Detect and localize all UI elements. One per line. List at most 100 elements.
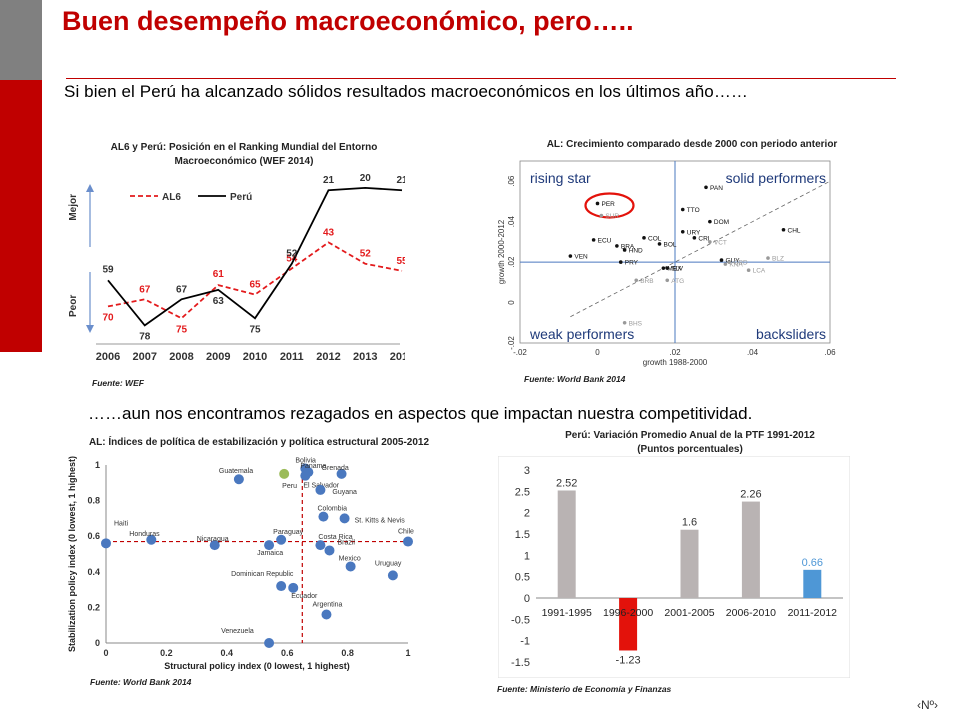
chart2-y-tick-3: .04 — [507, 216, 516, 228]
chart2-point-label-ecu: ECU — [598, 237, 612, 244]
slide-title: Buen desempeño macroeconómico, pero….. — [62, 6, 634, 36]
chart3-y-tick-0: 0 — [95, 638, 100, 648]
chart4-y-tick-4: 1 — [524, 550, 530, 562]
chart3-point-ecuador — [288, 582, 299, 593]
chart2-peru-highlight-circle — [584, 192, 635, 219]
chart1-data-label-peru-2013: 20 — [360, 173, 372, 184]
chart2-point-sur — [599, 213, 604, 218]
chart1-data-label-peru-2007: 78 — [139, 331, 151, 342]
chart3-point-chile — [403, 536, 413, 547]
chart3-point-label-argentina: Argentina — [312, 602, 342, 609]
chart2-point-label-sur: SUR — [605, 213, 619, 220]
chart4-category-label-1996-2000: 1996-2000 — [603, 607, 653, 619]
chart2-point-col — [642, 236, 646, 240]
chart4-y-tick-6: 0 — [524, 593, 530, 605]
chart1-data-label-peru-2010: 75 — [249, 324, 261, 335]
chart2-source: Fuente: World Bank 2014 — [524, 374, 626, 384]
page-number: ‹Nº› — [916, 698, 938, 712]
chart4-value-label-2006-2010: 2.26 — [740, 489, 761, 501]
chart3-point-grenada — [336, 468, 347, 479]
chart1-source: Fuente: WEF — [92, 378, 144, 388]
chart1-data-label-al6-2007: 67 — [139, 284, 151, 295]
chart2-point-label-ven: VEN — [574, 254, 588, 261]
chart2-point-label-pry: PRY — [625, 260, 639, 267]
chart1-data-label-peru-2012: 21 — [323, 175, 335, 186]
chart2-point-label-kna: KNA — [729, 262, 743, 269]
chart2-quadrant-rising-star: rising star — [530, 170, 591, 186]
chart2-point-kna — [723, 262, 728, 266]
chart1-plot-area — [96, 176, 400, 342]
chart3-point-label-mexico: Mexico — [339, 555, 361, 562]
chart3-x-tick-5: 1 — [405, 648, 410, 658]
chart3-point-jamaica — [264, 540, 275, 551]
chart1-series-al6-line — [107, 241, 403, 320]
chart3-point-peru — [279, 468, 290, 479]
chart3-y-tick-2: 0.4 — [87, 567, 100, 577]
chart3-point-uruguay — [387, 570, 398, 581]
chart4-bar-1991-1995 — [557, 490, 576, 598]
chart2-point-label-col: COL — [648, 235, 662, 242]
title-divider — [66, 78, 896, 79]
chart2-y-tick-2: .02 — [507, 256, 516, 268]
chart3-point-label-colombia: Colombia — [317, 506, 347, 513]
chart1-data-label-al6-2011: 54 — [286, 253, 298, 264]
chart1-data-label-peru-2011: 52 — [286, 249, 298, 260]
chart3-point-label-jamaica: Jamaica — [257, 550, 283, 557]
chart1-legend-peru-label: Perú — [230, 192, 252, 203]
chart2-point-label-lca: LCA — [753, 268, 766, 275]
chart3-policy-scatter: 00 0.2 0.2 0.4 0.4 0.6 0.6 0.8 0.8 1 1 Structural p… — [67, 456, 414, 671]
chart2-point-pry — [618, 260, 623, 264]
chart2-y-tick-1: 0 — [507, 300, 516, 305]
chart2-point-blz — [766, 256, 770, 260]
chart3-point-paraguay — [276, 534, 287, 545]
chart3-point-label-st-kitts-nevis: St. Kitts & Nevis — [355, 517, 406, 524]
chart3-point-label-honduras: Honduras — [129, 531, 160, 538]
chart4-subtitle: (Puntos porcentuales) — [637, 444, 743, 455]
chart3-x-tick-3: 0.6 — [281, 648, 294, 658]
chart2-y-axis-label: growth 2000-2012 — [497, 219, 506, 284]
chart3-point-label-grenada: Grenada — [322, 465, 349, 472]
chart3-x-tick-2: 0.4 — [221, 648, 234, 658]
chart2-point-label-per: PER — [602, 201, 616, 208]
chart2-point-atg — [665, 278, 670, 283]
chart1-x-tick-2006: 2006 — [96, 351, 120, 363]
chart3-point-label-ecuador: Ecuador — [291, 593, 318, 600]
chart2-point-bol — [657, 242, 662, 246]
chart4-y-tick-7: -0.5 — [511, 614, 530, 626]
chart3-point-label-nicaragua: Nicaragua — [197, 536, 229, 543]
chart2-point-ury — [680, 229, 685, 234]
chart2-point-label-ury: URY — [687, 229, 701, 236]
chart1-x-tick-2008: 2008 — [169, 351, 193, 363]
chart3-title: AL: Índices de política de estabilizació… — [88, 437, 430, 448]
chart4-source: Fuente: Ministerio de Economía y Finanza… — [497, 684, 672, 694]
chart1-x-tick-2009: 2009 — [206, 351, 230, 363]
chart2-point-slv — [665, 266, 670, 270]
chart2-point-label-atg: ATG — [671, 278, 684, 285]
chart2-point-label-cri: CRI — [698, 235, 709, 242]
chart2-growth-scatter: rising star solid performers weak performe… — [490, 155, 845, 370]
chart1-x-tick-2010: 2010 — [243, 351, 267, 363]
chart3-point-venezuela — [264, 638, 275, 648]
chart1-data-label-al6-2014: 55 — [396, 256, 405, 267]
chart3-point-guatemala — [233, 474, 244, 485]
chart3-point-label-brazil: Brazil — [337, 539, 355, 546]
chart4-y-tick-3: 1.5 — [515, 529, 530, 541]
chart1-legend-al6-label: AL6 — [162, 192, 181, 203]
chart3-point-haiti — [101, 538, 111, 549]
chart2-point-grd — [727, 260, 732, 264]
chart3-x-axis-label: Structural policy index (0 lowest, 1 hig… — [164, 661, 350, 671]
chart2-point-per — [595, 201, 600, 206]
chart2-x-tick-2: .02 — [669, 348, 681, 357]
chart4-frame — [498, 456, 850, 678]
chart2-point-ecu — [591, 238, 596, 242]
chart2-quadrant-backsliders: backsliders — [756, 326, 826, 342]
chart3-y-tick-1: 0.2 — [87, 602, 100, 612]
chart4-category-label-2006-2010: 2006-2010 — [726, 607, 776, 619]
chart4-ptf-bar-chart: 32.521.510.50-0.5-1-1.52.521991-1995-1.2… — [498, 456, 850, 678]
chart1-x-tick-2013: 2013 — [353, 351, 377, 363]
chart2-point-bra — [615, 244, 619, 248]
chart1-better-arrow-head — [86, 184, 94, 192]
chart1-data-label-peru-2009: 63 — [213, 296, 225, 307]
chart1-data-label-al6-2013: 52 — [360, 249, 372, 260]
chart3-y-axis-label: Stabilization policy index (0 lowest, 1 … — [67, 456, 77, 652]
